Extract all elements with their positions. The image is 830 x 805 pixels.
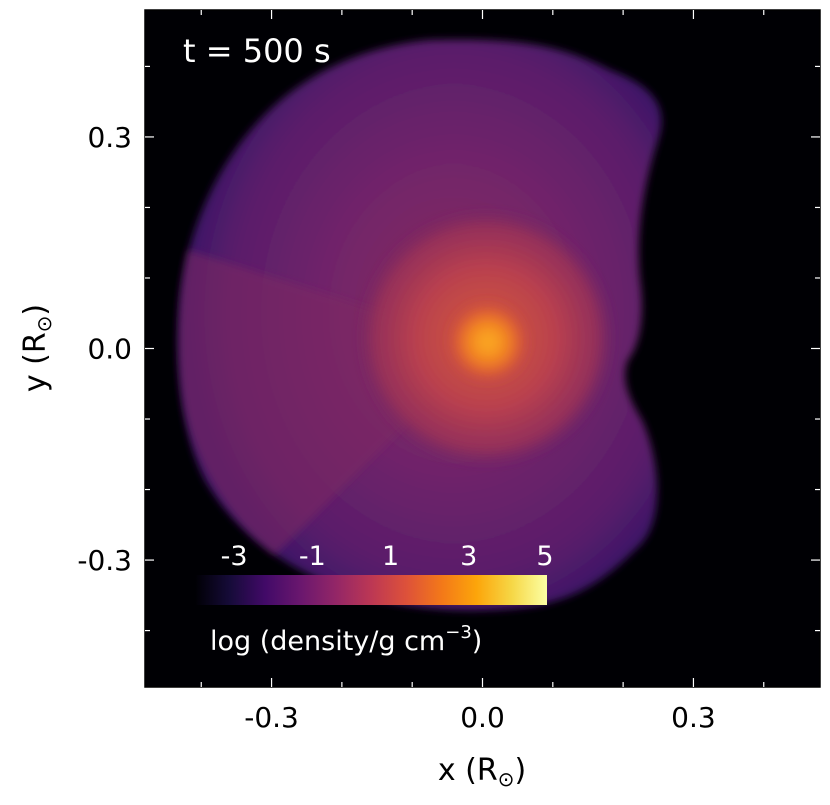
x-tick-label: 0.3 (671, 701, 716, 734)
x-axis-ticks: -0.3 0.0 0.3 (200, 10, 765, 734)
colorbar-title-close: ) (472, 626, 483, 657)
colorbar-tick-label: 3 (460, 541, 477, 572)
y-axis-title-main: y (R (18, 332, 53, 392)
y-tick-label: 0.0 (87, 333, 132, 366)
colorbar-title-main: log (density/g cm (210, 626, 445, 657)
y-tick-label: -0.3 (77, 544, 132, 577)
colorbar-title: log (density/g cm−3) (210, 622, 482, 657)
colorbar-tick-label: -1 (299, 541, 326, 572)
colorbar-title-sup: −3 (445, 622, 472, 643)
y-axis-title: y (R⊙) (18, 304, 56, 392)
y-axis-title-close: ) (18, 304, 53, 316)
time-label: t = 500 s (183, 32, 331, 70)
colorbar (195, 575, 547, 605)
colorbar-tick-labels: -3 -1 1 3 5 (221, 541, 554, 572)
x-axis-title-close: ) (514, 753, 526, 788)
y-tick-label: 0.3 (87, 121, 132, 154)
x-axis-title-main: x (R (438, 753, 498, 788)
x-tick-label: 0.0 (460, 701, 505, 734)
y-axis-title-sub: ⊙ (32, 316, 56, 333)
x-axis-title: x (R⊙) (438, 753, 526, 791)
colorbar-tick-label: -3 (221, 541, 248, 572)
dense-core (450, 304, 526, 380)
colorbar-tick-label: 1 (382, 541, 399, 572)
x-axis-title-sub: ⊙ (498, 767, 515, 791)
y-axis-ticks: -0.3 0.0 0.3 (77, 65, 820, 632)
colorbar-tick-label: 5 (536, 541, 553, 572)
x-tick-label: -0.3 (244, 701, 299, 734)
